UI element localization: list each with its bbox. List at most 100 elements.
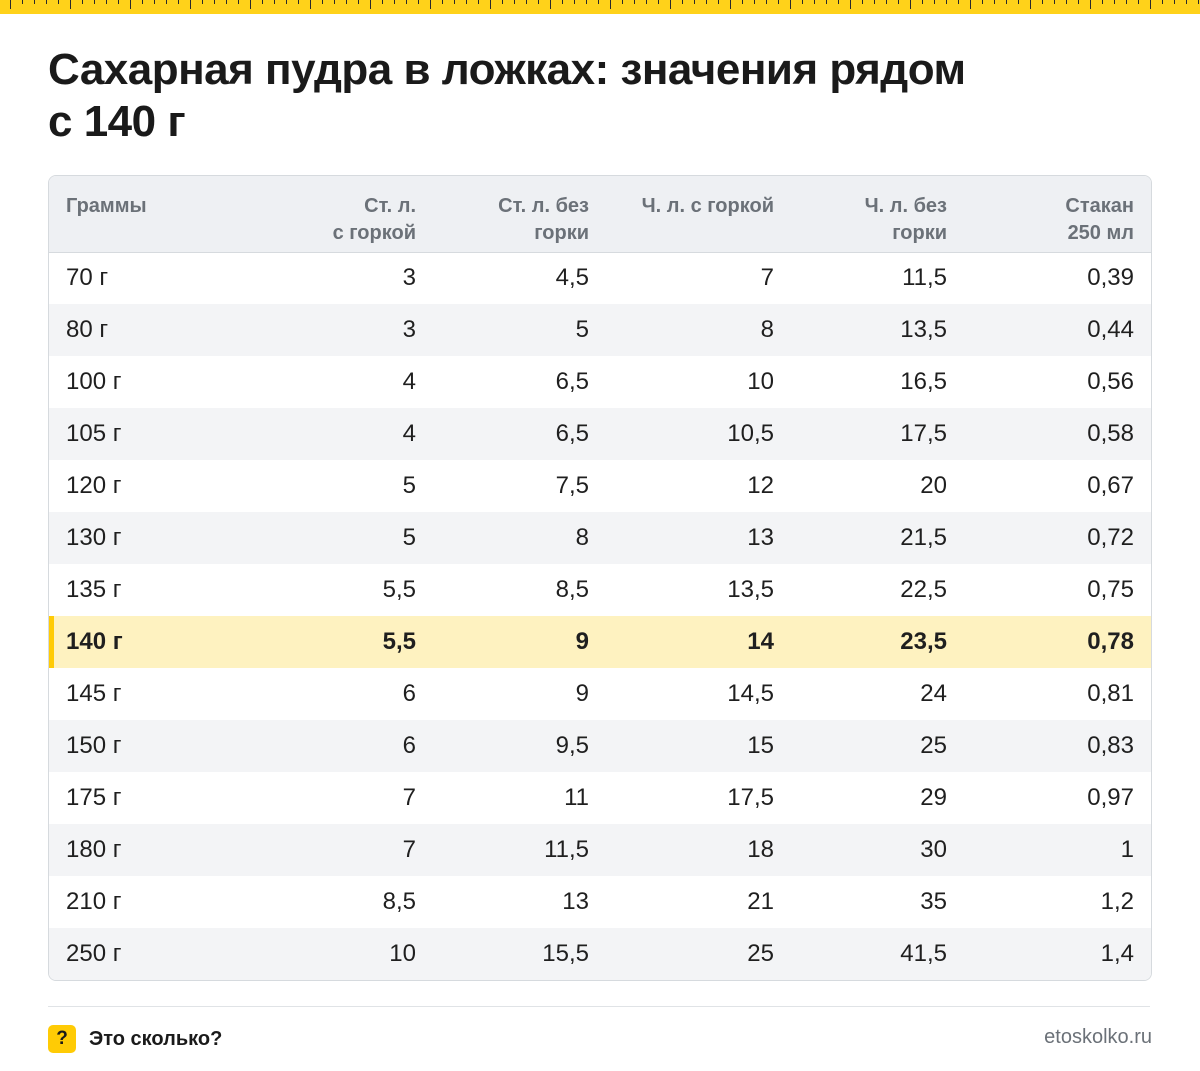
grams-cell: 105 г [66, 420, 122, 447]
conversion-table: Граммы Ст. л. с горкой Ст. л. без горки Ч. л.… [48, 175, 1152, 981]
value-cell: 1,2 [1100, 888, 1134, 915]
value-cell: 0,75 [1087, 576, 1134, 603]
site-url[interactable]: etoskolko.ru [1044, 1026, 1152, 1048]
page-title-line-2: с 140 г [48, 97, 186, 146]
table-row: 210 г 8,5 13 21 35 1,2 [49, 876, 1151, 928]
table-row: 105 г 4 6,5 10,5 17,5 0,58 [49, 408, 1151, 460]
grams-cell: 180 г [66, 836, 122, 863]
value-cell: 3 [402, 264, 416, 292]
value-cell: 13 [562, 888, 589, 915]
value-cell: 0,58 [1087, 420, 1134, 447]
grams-cell: 80 г [66, 316, 109, 343]
value-cell: 5 [402, 524, 416, 551]
value-cell: 0,44 [1087, 316, 1134, 343]
ruler-strip [0, 0, 1200, 14]
value-cell: 14 [747, 628, 774, 655]
column-header: Ч. л. без горки [791, 176, 964, 252]
table-row: 70 г 3 4,5 7 11,5 0,39 [49, 252, 1151, 304]
value-cell: 1,4 [1100, 940, 1134, 967]
grams-cell: 70 г [66, 264, 109, 292]
table-row: 130 г 5 8 13 21,5 0,72 [49, 512, 1151, 564]
grams-cell: 210 г [66, 888, 122, 915]
value-cell: 8 [575, 524, 589, 551]
table-row: 135 г 5,5 8,5 13,5 22,5 0,75 [49, 564, 1151, 616]
value-cell: 7 [760, 264, 774, 292]
column-header-line: с горкой [332, 222, 416, 244]
question-mark-icon: ? [48, 1025, 76, 1053]
value-cell: 10 [389, 940, 416, 967]
brand-name: Это сколько? [89, 1027, 223, 1050]
value-cell: 8 [760, 316, 774, 343]
column-header: Ч. л. с горкой [606, 176, 791, 252]
column-header-line: Ст. л. [364, 195, 416, 217]
value-cell: 0,56 [1087, 368, 1134, 395]
value-cell: 18 [747, 836, 774, 863]
value-cell: 0,39 [1087, 264, 1134, 292]
value-cell: 6 [402, 732, 416, 759]
grams-cell: 250 г [66, 940, 122, 967]
table-row: 100 г 4 6,5 10 16,5 0,56 [49, 356, 1151, 408]
value-cell: 4 [402, 420, 416, 447]
page-title-line-1: Сахарная пудра в ложках: значения рядом [48, 45, 966, 94]
value-cell: 5 [575, 316, 589, 343]
grams-cell: 150 г [66, 732, 122, 759]
column-header-line: горки [534, 222, 589, 244]
value-cell: 0,67 [1087, 472, 1134, 499]
table-row: 80 г 3 5 8 13,5 0,44 [49, 304, 1151, 356]
value-cell: 25 [920, 732, 947, 759]
value-cell: 7,5 [555, 472, 589, 499]
table-body: 70 г 3 4,5 7 11,5 0,39 80 г 3 5 8 13,5 0,44 100 г 4 6,… [49, 252, 1151, 980]
grams-cell: 130 г [66, 524, 122, 551]
value-cell: 5,5 [382, 628, 416, 655]
grams-cell: 175 г [66, 784, 122, 811]
value-cell: 13 [747, 524, 774, 551]
value-cell: 7 [402, 784, 416, 811]
value-cell: 12 [747, 472, 774, 499]
value-cell: 0,72 [1087, 524, 1134, 551]
column-header-line: Стакан [1065, 195, 1134, 217]
value-cell: 10,5 [727, 420, 774, 447]
table-header: Граммы Ст. л. с горкой Ст. л. без горки Ч. л.… [49, 176, 1151, 252]
table-header-row: Граммы Ст. л. с горкой Ст. л. без горки Ч. л.… [49, 176, 1151, 252]
value-cell: 13,5 [900, 316, 947, 343]
page-title: Сахарная пудра в ложках: значения рядом … [48, 44, 1098, 148]
value-cell: 9,5 [555, 732, 589, 759]
table-row: 120 г 5 7,5 12 20 0,67 [49, 460, 1151, 512]
grams-cell: 100 г [66, 368, 122, 395]
brand[interactable]: ? Это сколько? [48, 1024, 222, 1054]
value-cell: 21,5 [900, 524, 947, 551]
value-cell: 3 [402, 316, 416, 343]
value-cell: 0,81 [1087, 680, 1134, 707]
value-cell: 1 [1120, 836, 1134, 863]
column-header: Ст. л. без горки [433, 176, 606, 252]
column-header-line: Ч. л. без [864, 195, 947, 217]
column-header-line: 250 мл [1067, 222, 1134, 244]
value-cell: 24 [920, 680, 947, 707]
value-cell: 35 [920, 888, 947, 915]
table-row: 145 г 6 9 14,5 24 0,81 [49, 668, 1151, 720]
table-row: 180 г 7 11,5 18 30 1 [49, 824, 1151, 876]
value-cell: 15 [747, 732, 774, 759]
column-header-line: горки [892, 222, 947, 244]
grams-cell: 145 г [66, 680, 122, 707]
value-cell: 30 [920, 836, 947, 863]
value-cell: 20 [920, 472, 947, 499]
value-cell: 6 [402, 680, 416, 707]
value-cell: 0,83 [1087, 732, 1134, 759]
value-cell: 29 [920, 784, 947, 811]
column-header: Граммы [49, 176, 249, 252]
value-cell: 11,5 [902, 264, 947, 292]
value-cell: 14,5 [727, 680, 774, 707]
value-cell: 0,78 [1087, 628, 1134, 655]
value-cell: 4 [402, 368, 416, 395]
column-header-line: Ст. л. без [498, 195, 589, 217]
value-cell: 8,5 [382, 888, 416, 915]
value-cell: 6,5 [555, 368, 589, 395]
value-cell: 9 [575, 680, 589, 707]
table-row: 175 г 7 11 17,5 29 0,97 [49, 772, 1151, 824]
value-cell: 16,5 [900, 368, 947, 395]
column-header-line: Граммы [66, 195, 147, 217]
grams-cell: 140 г [49, 616, 249, 668]
value-cell: 21 [747, 888, 774, 915]
footer-divider [48, 1006, 1150, 1007]
